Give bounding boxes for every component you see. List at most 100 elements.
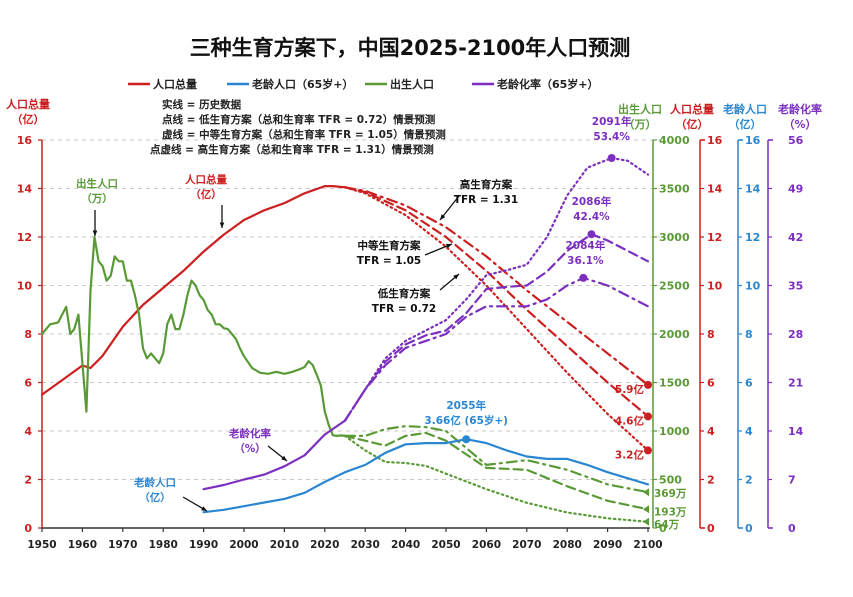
arrowhead	[440, 214, 446, 220]
x-axis-tick-label: 2080	[553, 539, 582, 551]
arrowhead	[219, 222, 225, 228]
peak-label: 53.4%	[593, 131, 630, 143]
x-axis-tick-label: 2090	[593, 539, 622, 551]
series-line	[343, 186, 650, 418]
right-axis-title: 出生人口	[618, 102, 662, 116]
right-axis-tick-label: 4	[707, 425, 715, 438]
legend-note: 实线 = 历史数据	[162, 98, 242, 111]
legend-label: 出生人口	[390, 77, 434, 91]
endpoint-label: 369万	[654, 488, 687, 500]
series-line	[40, 235, 347, 437]
arrowhead	[446, 243, 452, 249]
end-marker	[643, 517, 649, 526]
x-axis: 1950 1960 1970 1980 1990 2000 2010 2020 2030 2040…	[27, 527, 663, 551]
left-axis-tick-label: 6	[24, 377, 32, 390]
annotation-pop-label: （亿）	[190, 188, 222, 201]
right-axis-tick-label: 35	[788, 280, 803, 293]
annotation-elderly-label: 老龄人口	[133, 476, 176, 489]
right-axis-tick-label: 2000	[659, 328, 690, 341]
right-axis-tick-label: 28	[788, 328, 803, 341]
right-axis-tick-label: 14	[788, 425, 804, 438]
end-marker	[644, 446, 652, 455]
x-axis-tick-label: 2040	[391, 539, 420, 551]
left-axis-title: 人口总量	[6, 97, 50, 111]
x-axis-tick-label: 2070	[512, 539, 541, 551]
right-axis-title: 老龄人口	[722, 102, 767, 116]
endpoint-label: 5.9亿	[615, 383, 645, 396]
right-axis-unit: （亿）	[676, 117, 709, 131]
annotation-high-tfr: 高生育方案	[460, 178, 513, 191]
series-line	[343, 438, 650, 486]
legend-note: 点线 = 低生育方案（总和生育率 TFR = 0.72）情景预测	[162, 113, 435, 126]
annotation-aging-label: 老龄化率	[228, 427, 271, 440]
left-axis-tick-label: 10	[17, 280, 33, 293]
right-axis-unit: （亿）	[729, 117, 762, 131]
peak-label: 2086年	[572, 195, 612, 208]
right-axis-tick-label: 0	[707, 522, 715, 535]
right-axis-tick-label: 0	[788, 522, 796, 535]
endpoint-label: 4.6亿	[615, 414, 645, 427]
annotation-elderly-label: （亿）	[139, 491, 171, 504]
annotation-high-tfr: TFR = 1.31	[454, 194, 518, 206]
right-axis-tick-label: 2	[745, 474, 753, 487]
annotation-low-tfr: 低生育方案	[377, 287, 431, 300]
x-axis-tick-label: 1950	[27, 539, 56, 551]
x-axis-tick-label: 2020	[310, 539, 339, 551]
right-axis-title: 人口总量	[670, 102, 714, 116]
series-line	[40, 185, 347, 396]
endpoint-label: 64万	[654, 519, 680, 531]
left-axis-tick-label: 14	[17, 183, 33, 196]
x-axis-tick-label: 1960	[68, 539, 97, 551]
annotation-mid-tfr: 中等生育方案	[358, 239, 421, 252]
right-axis-tick-label: 0	[745, 522, 753, 535]
legend: 人口总量 老龄人口（65岁+） 出生人口 老龄化率（65岁+）	[128, 77, 599, 91]
peak-label: 2091年	[592, 115, 632, 128]
peak-label: 42.4%	[573, 211, 610, 223]
right-axis-tick-label: 10	[745, 280, 761, 293]
legend-note: 点虚线 = 高生育方案（总和生育率 TFR = 1.31）情景预测	[150, 143, 434, 156]
right-axis-tick-label: 4000	[659, 134, 690, 147]
right-axis-title: 老龄化率	[777, 102, 822, 116]
end-marker	[643, 505, 649, 514]
series-line	[343, 186, 650, 452]
right-axis-tick-label: 2	[707, 474, 715, 487]
peak-label: 2084年	[565, 239, 605, 252]
left-axis-tick-label: 4	[24, 425, 32, 438]
x-axis-tick-label: 2030	[351, 539, 380, 551]
legend-label: 老龄化率（65岁+）	[496, 77, 599, 91]
series-line	[202, 471, 347, 514]
peak-label: 3.66亿 (65岁+)	[424, 414, 508, 427]
arrowhead	[201, 506, 207, 511]
left-axis-tick-label: 16	[17, 134, 33, 147]
annotation-births-label: 出生人口	[76, 177, 118, 190]
right-axis-tick-label: 3500	[659, 183, 690, 196]
right-axis-tick-label: 500	[659, 474, 682, 487]
series-line	[343, 276, 650, 422]
right-axis-tick-label: 6	[745, 377, 753, 390]
right-axis-tick-label: 21	[788, 377, 803, 390]
right-axis-unit: （万）	[624, 118, 657, 131]
right-axis-tick-label: 4	[745, 425, 753, 438]
right-axis-tick-label: 12	[707, 231, 722, 244]
x-axis-tick-label: 2000	[229, 539, 258, 551]
right-axis-unit: （%）	[783, 118, 816, 131]
right-axis-tick-label: 0	[659, 522, 667, 535]
right-axis-tick-label: 14	[745, 183, 761, 196]
legend-label: 人口总量	[153, 77, 197, 91]
legend-note: 虚线 = 中等生育方案（总和生育率 TFR = 1.05）情景预测	[162, 128, 446, 141]
gridlines	[42, 139, 660, 480]
series-line	[343, 425, 650, 494]
annotation-births-label: （万）	[81, 192, 113, 205]
series-line	[343, 434, 650, 523]
end-marker	[644, 412, 652, 421]
right-axis-tick-label: 12	[745, 231, 760, 244]
series-line	[343, 233, 650, 422]
arrowhead	[281, 455, 287, 461]
right-axis-tick-label: 10	[707, 280, 723, 293]
annotation-aging-label: （%）	[234, 442, 266, 455]
arrowhead	[92, 230, 98, 236]
end-marker	[644, 380, 652, 389]
left-axis-tick-label: 8	[24, 328, 32, 341]
right-axis-tick-label: 16	[745, 134, 761, 147]
